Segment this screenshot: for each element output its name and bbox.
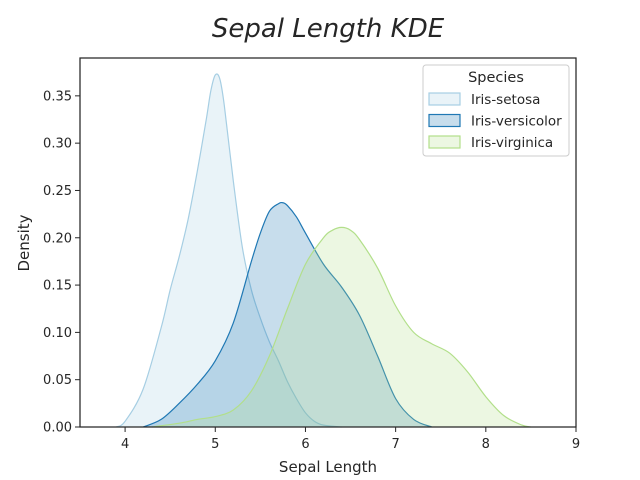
legend-title: Species xyxy=(468,70,524,86)
kde-line-iris-setosa xyxy=(115,73,342,428)
y-tick-label: 0.20 xyxy=(43,231,72,246)
plot-frame xyxy=(79,57,577,428)
chart-title: Sepal Length KDE xyxy=(212,14,445,44)
kde-area-iris-setosa xyxy=(116,73,342,428)
y-tick-label: 0.30 xyxy=(43,137,72,152)
y-tick-label: 0.35 xyxy=(43,89,72,104)
y-tick-label: 0.00 xyxy=(43,421,72,436)
kde-area-iris-virginica xyxy=(152,227,531,427)
y-tick-label: 0.15 xyxy=(43,279,72,294)
legend-label-iris-setosa: Iris-setosa xyxy=(471,92,540,108)
x-tick-label: 7 xyxy=(391,437,399,452)
legend-label-iris-virginica: Iris-virginica xyxy=(471,135,553,151)
axes: 4 5 6 7 8 9 0.00 0.05 0.10 0.15 0.20 0.25 0.30 0.35 xyxy=(43,57,580,452)
kde-area-iris-versicolor xyxy=(143,202,432,427)
legend-swatch-iris-virginica xyxy=(428,135,461,149)
x-tick-label: 9 xyxy=(572,437,580,452)
y-axis-label: Density xyxy=(15,214,33,271)
x-tick-label: 8 xyxy=(482,437,490,452)
y-tick-label: 0.25 xyxy=(43,184,72,199)
legend-swatch-iris-versicolor xyxy=(428,113,461,128)
x-tick-label: 4 xyxy=(121,437,129,452)
kde-line-iris-virginica xyxy=(152,226,532,428)
legend-box xyxy=(422,64,570,157)
y-tick-label: 0.05 xyxy=(43,373,72,388)
x-tick-label: 6 xyxy=(301,437,309,452)
x-tick-label: 5 xyxy=(211,437,219,452)
plot-area xyxy=(115,73,532,428)
x-axis-label: Sepal Length xyxy=(279,458,377,476)
kde-line-iris-versicolor xyxy=(142,201,432,428)
legend-label-iris-versicolor: Iris-versicolor xyxy=(471,114,562,130)
legend-swatch-iris-setosa xyxy=(428,92,461,106)
legend: Species Iris-setosa Iris-versicolor Iris-vi… xyxy=(422,64,570,157)
y-tick-label: 0.10 xyxy=(43,326,72,341)
